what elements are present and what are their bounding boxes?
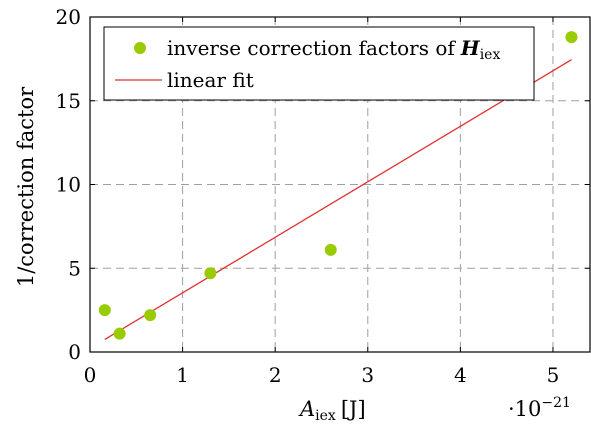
x-tick-label: 3 [361, 363, 374, 387]
data-point [565, 31, 578, 44]
y-tick-label: 20 [56, 5, 81, 29]
y-axis-label: 1/correction factor [14, 86, 38, 287]
legend-entry-scatter: inverse correction factors of Hiex [167, 36, 500, 63]
fit-line [104, 59, 572, 340]
x-axis-label: Aiex [J] [298, 397, 366, 424]
axis-ticks: 0 1 2 3 4 5 0 5 10 15 20 [56, 5, 590, 387]
x-axis-multiplier: ·10−21 [508, 395, 571, 421]
data-point [98, 304, 111, 317]
data-point [113, 327, 126, 340]
y-tick-label: 15 [56, 89, 81, 113]
x-tick-label: 2 [269, 363, 282, 387]
scatter-series [98, 31, 578, 340]
x-tick-label: 5 [547, 363, 560, 387]
legend-marker-scatter [134, 42, 146, 54]
legend-box [103, 26, 535, 101]
y-tick-label: 0 [68, 340, 81, 364]
data-point [324, 243, 337, 256]
y-tick-label: 5 [68, 256, 81, 280]
fit-series [104, 59, 572, 340]
x-tick-label: 4 [454, 363, 467, 387]
x-tick-label: 1 [176, 363, 189, 387]
legend: inverse correction factors of Hiex linear… [103, 26, 535, 101]
y-tick-label: 10 [56, 173, 81, 197]
data-point [204, 267, 217, 280]
legend-entry-line: linear fit [167, 68, 254, 92]
data-point [144, 309, 157, 322]
x-tick-label: 0 [84, 363, 97, 387]
